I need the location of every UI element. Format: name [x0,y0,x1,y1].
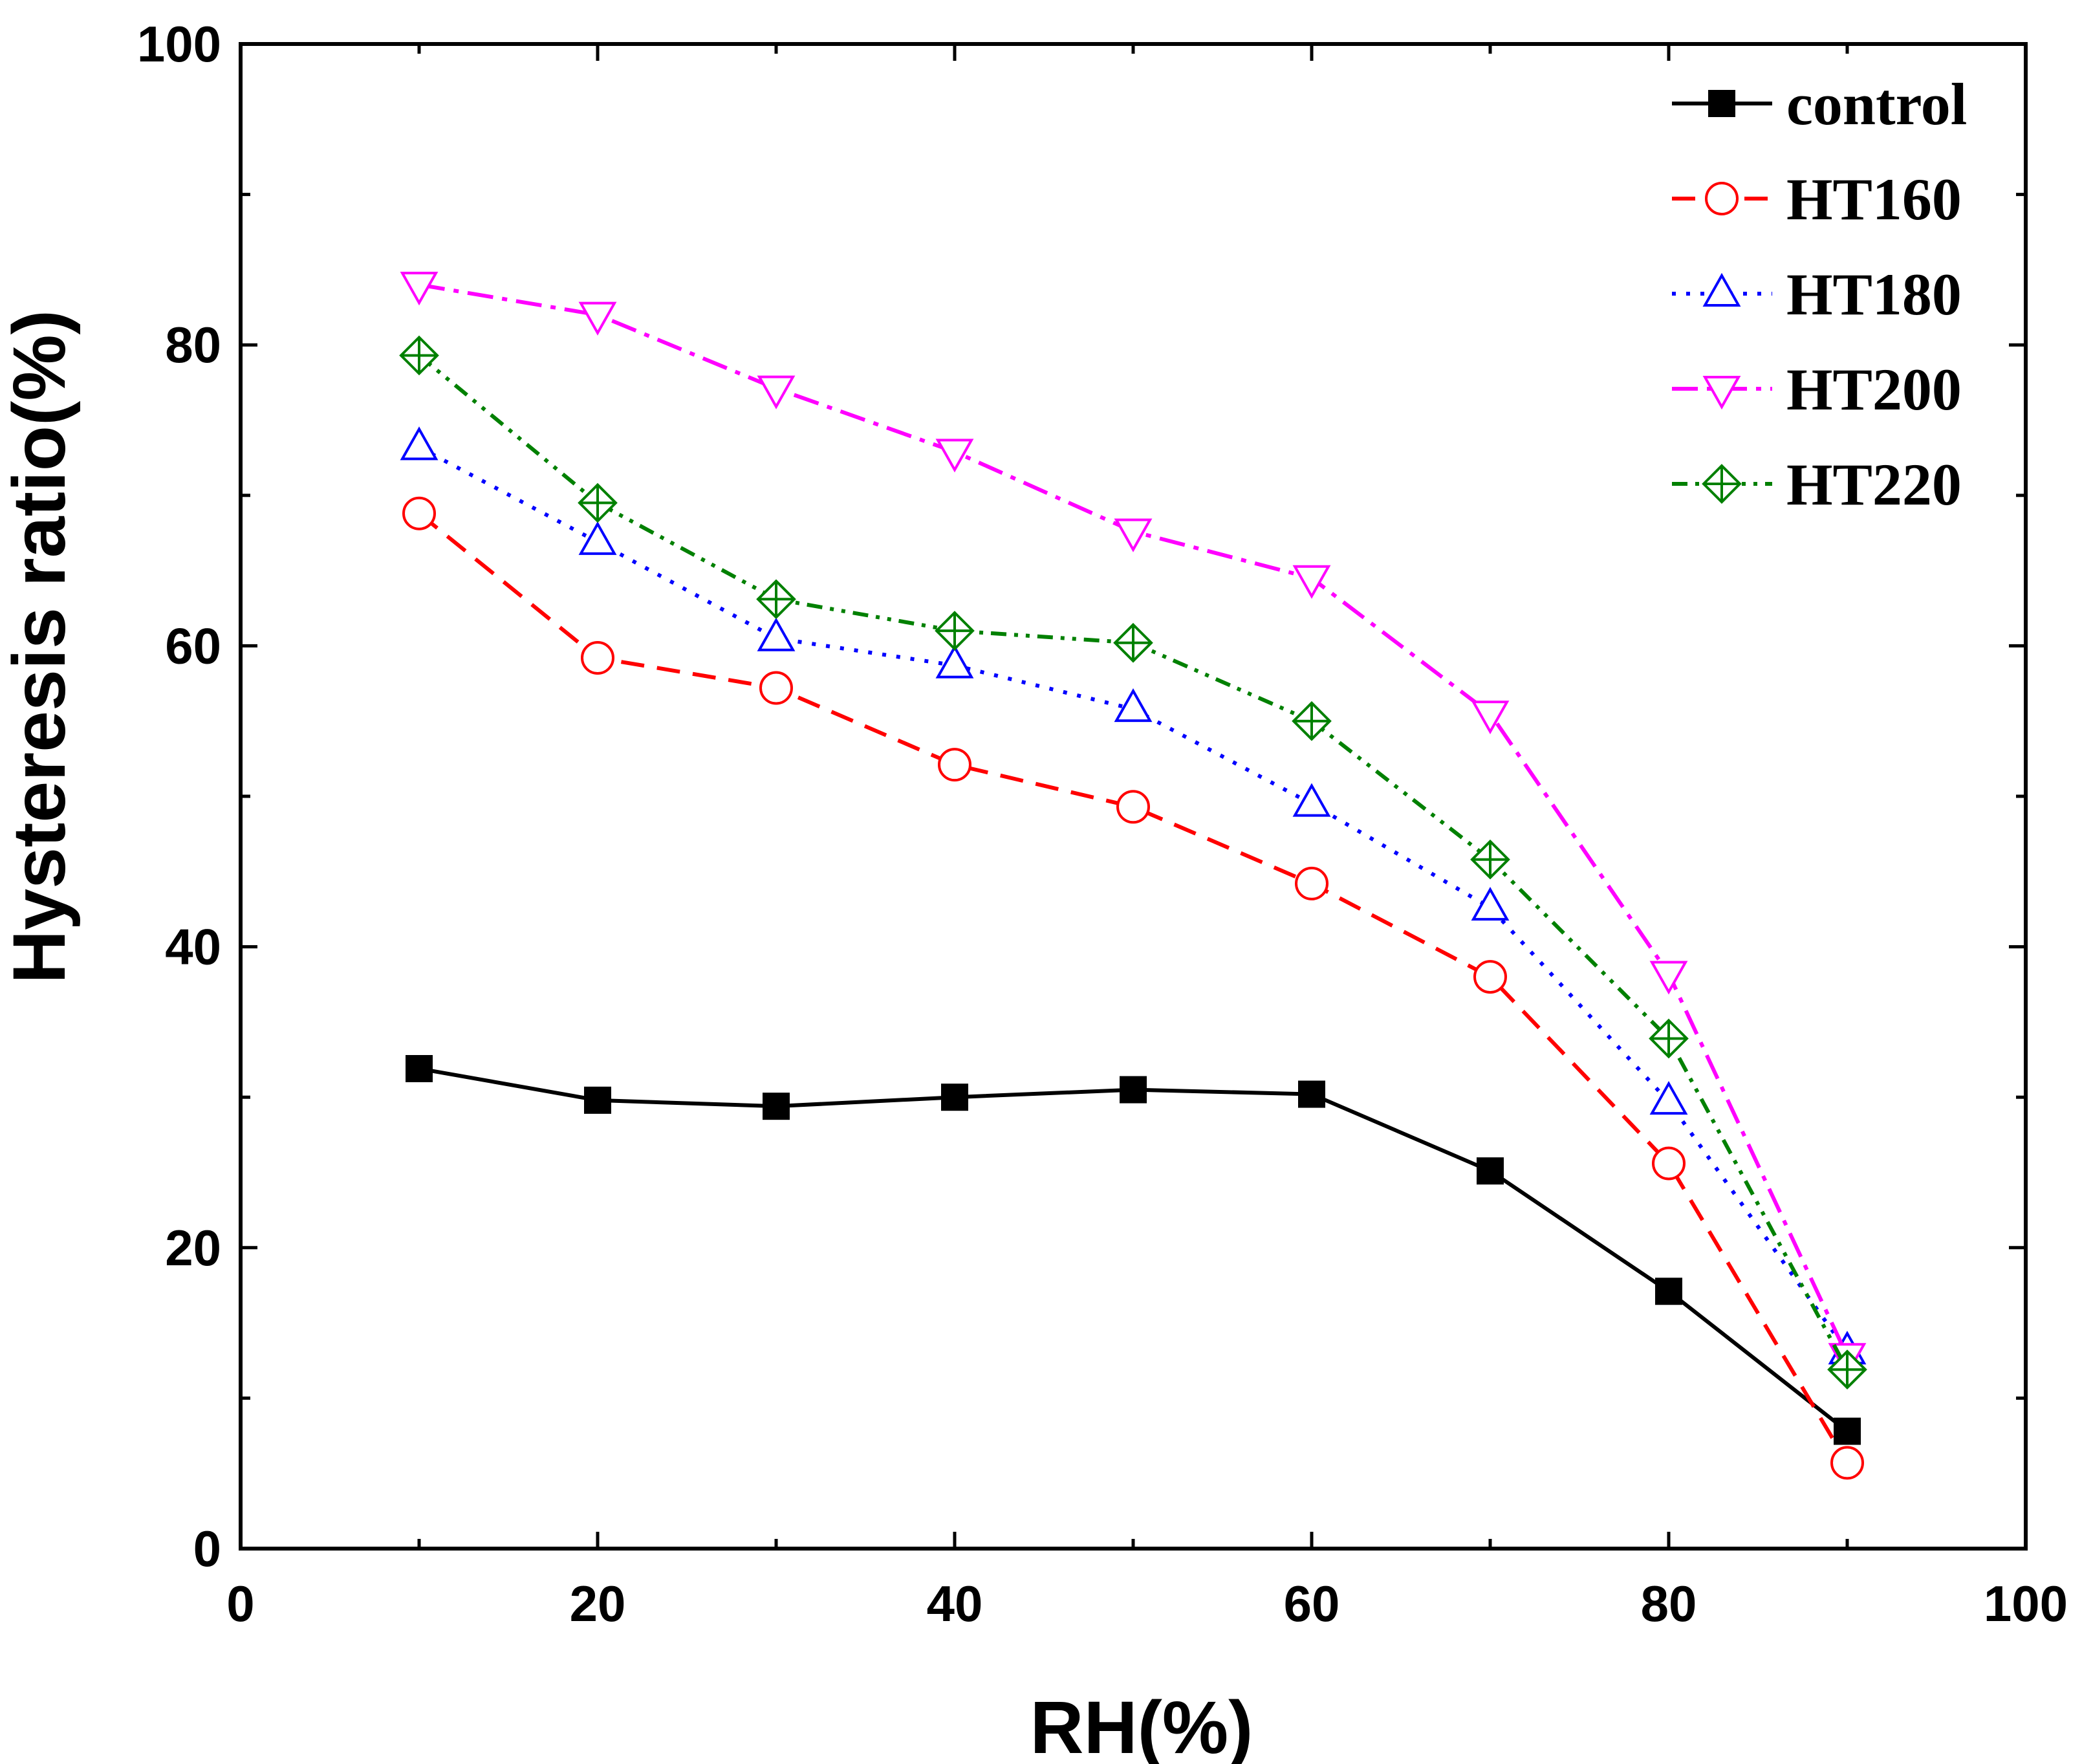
data-point [1649,961,1688,995]
data-point [1298,1080,1325,1108]
data-point [1834,1417,1861,1445]
axes-layer: 0 20 40 60 80 100 0 20 40 60 80 100 [137,16,2068,1632]
data-point [756,579,796,620]
data-point [1113,622,1153,663]
data-point [400,272,439,306]
data-point [935,644,974,679]
y-tick-label: 80 [165,316,221,373]
data-point [1114,688,1153,723]
legend-label: HT220 [1786,452,1962,517]
x-tick-label: 60 [1284,1575,1340,1632]
data-point [1827,1349,1867,1390]
data-point [578,483,618,523]
data-point [941,1083,968,1111]
data-point [1292,701,1332,741]
data-point [1471,887,1510,921]
legend-marker [1708,90,1735,117]
data-point [578,521,617,555]
legend-marker [1702,272,1741,307]
data-point [1830,1446,1864,1480]
series-ht220 [399,335,1867,1390]
y-tick-label: 0 [193,1520,221,1577]
y-tick-label: 20 [165,1219,221,1276]
x-axis-title: RH(%) [1030,1686,1253,1764]
x-tick-label: 20 [570,1575,626,1632]
y-tick-label: 100 [137,16,221,72]
data-point [757,617,796,651]
x-tick-label: 100 [1984,1575,2068,1632]
data-point [584,1086,611,1114]
data-point [1477,1157,1504,1185]
legend-label: HT160 [1786,166,1962,232]
legend-item: HT200 [1672,356,1962,422]
legend-marker [1702,464,1742,504]
x-tick-label: 40 [927,1575,983,1632]
y-tick-label: 40 [165,919,221,975]
data-point [1120,1076,1147,1104]
data-point [1470,839,1510,880]
data-point [1292,783,1331,817]
data-point [1471,701,1510,735]
data-point [938,748,971,782]
legend-item: control [1672,71,1967,137]
data-point [1114,518,1153,552]
y-tick-label: 60 [165,617,221,674]
data-point [1652,1146,1686,1181]
series-line [418,512,1849,1464]
legend-label: control [1786,71,1967,137]
data-point [763,1093,790,1120]
data-point [399,335,439,376]
series-ht180 [400,426,1867,1365]
data-point [1116,790,1150,824]
data-point [1655,1278,1682,1305]
series-ht160 [402,496,1864,1480]
x-tick-label: 0 [226,1575,254,1632]
legend-item: HT160 [1672,166,1962,232]
data-point [1473,960,1507,994]
data-point [757,375,796,409]
data-point [935,439,974,473]
legend: control HT160 HT180 HT200 HT220 [1672,71,1967,517]
legend-label: HT180 [1786,261,1962,327]
legend-item: HT220 [1672,452,1962,517]
data-point [935,611,975,651]
data-point [402,496,436,530]
series-control [406,1055,1861,1445]
data-point [578,301,617,336]
data-point [1649,1081,1688,1115]
legend-marker [1702,376,1741,410]
series-line [418,445,1849,1353]
y-axis-title: Hysteresis ratio(%) [0,310,81,984]
data-point [400,426,439,461]
data-point [581,641,614,675]
legend-marker [1705,182,1739,215]
x-tick-label: 80 [1641,1575,1697,1632]
data-point [759,671,793,705]
series-layer [399,272,1867,1480]
series-line [418,354,1849,1371]
legend-label: HT200 [1786,356,1962,422]
data-point [1649,1018,1689,1059]
legend-item: HT180 [1672,261,1962,327]
series-line [418,1067,1849,1433]
data-point [1295,866,1328,900]
data-point [406,1055,433,1083]
data-point [1292,565,1331,599]
